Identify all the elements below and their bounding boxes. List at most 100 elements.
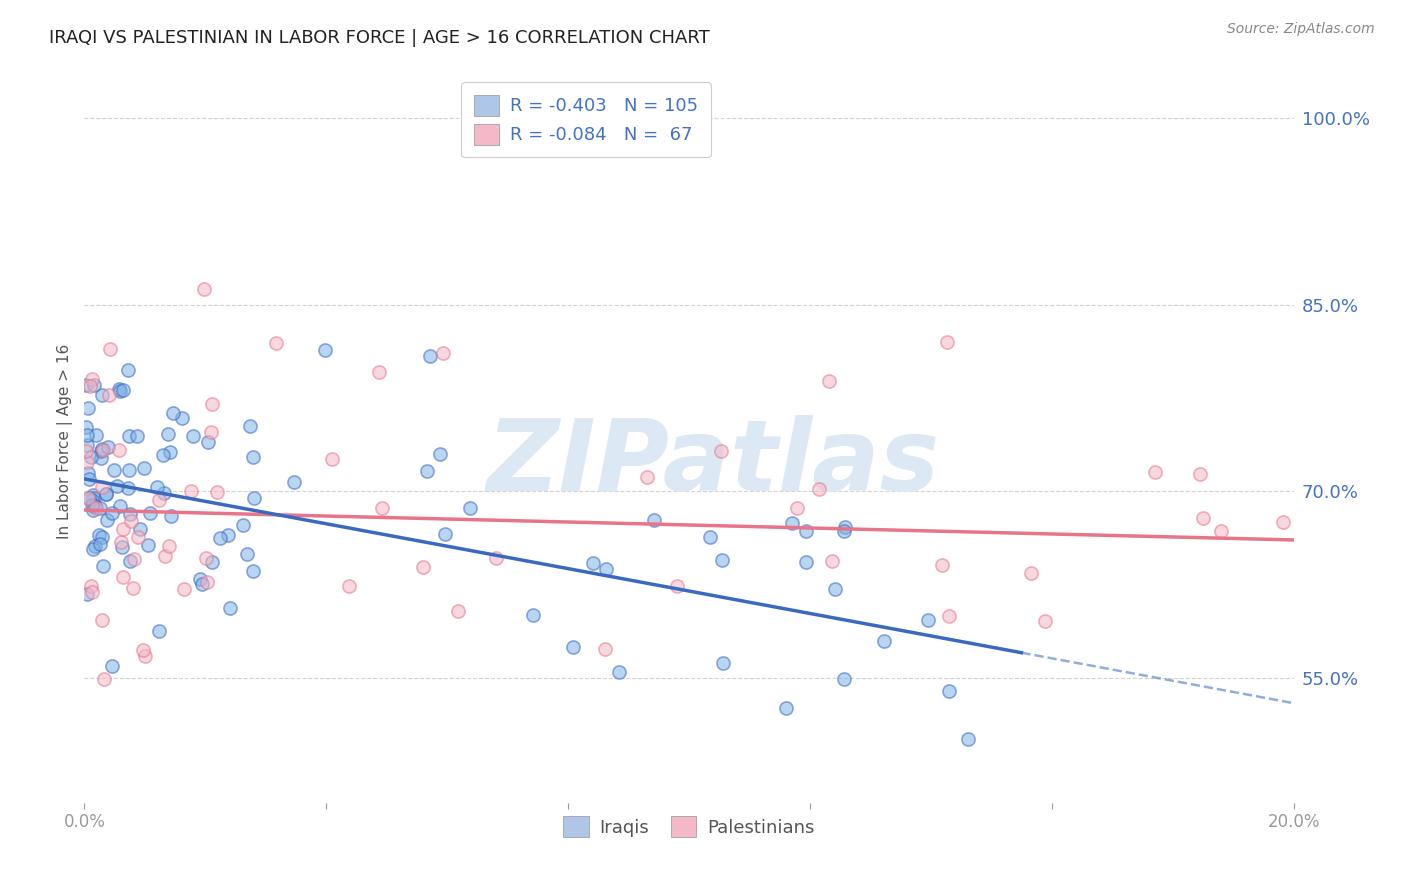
Point [84,428,107,442]
Point [136,538,159,552]
Point [200,425,222,440]
Point [84,499,107,513]
Point [82,488,104,502]
Point [666,579,689,593]
Point [607,665,630,679]
Point [97,440,120,454]
Point [100,659,122,673]
Point [191,577,214,591]
Point [314,343,336,357]
Point [75,419,97,434]
Point [173,582,195,596]
Point [84,539,107,553]
Point [75,378,97,392]
Point [935,334,957,349]
Point [139,506,162,520]
Point [419,349,441,363]
Point [134,649,156,664]
Point [711,656,734,670]
Point [93,559,115,574]
Point [643,513,665,527]
Point [117,363,139,377]
Point [159,509,181,524]
Point [368,365,391,379]
Point [243,491,266,506]
Point [197,434,219,449]
Point [699,530,721,544]
Point [181,429,204,443]
Point [1188,467,1211,482]
Point [1271,516,1294,530]
Point [201,555,224,569]
Point [484,551,506,566]
Point [239,419,262,434]
Point [120,515,142,529]
Point [87,527,110,541]
Point [153,486,176,500]
Point [132,461,155,475]
Point [522,607,544,622]
Point [1310,408,1333,422]
Point [824,582,846,596]
Point [79,450,101,464]
Point [1192,511,1215,525]
Point [76,466,98,480]
Point [110,499,132,513]
Point [101,506,124,520]
Point [77,401,100,415]
Point [79,378,101,392]
Point [96,487,118,501]
Point [931,558,953,572]
Point [132,643,155,657]
Text: Source: ZipAtlas.com: Source: ZipAtlas.com [1227,22,1375,37]
Point [232,517,254,532]
Point [834,519,856,533]
Point [1362,487,1385,501]
Point [75,444,97,458]
Point [155,549,177,563]
Point [111,540,134,554]
Point [83,499,105,513]
Point [127,530,149,544]
Point [832,672,855,686]
Point [148,624,170,639]
Point [956,732,979,747]
Point [458,501,481,516]
Point [90,442,112,457]
Point [786,501,808,516]
Point [429,447,451,461]
Point [129,522,152,536]
Point [236,547,259,561]
Point [77,472,100,486]
Point [207,484,229,499]
Point [162,405,184,419]
Point [562,640,585,654]
Point [817,374,839,388]
Point [118,462,141,476]
Point [1211,524,1233,538]
Point [794,524,817,538]
Point [775,700,797,714]
Point [79,491,101,505]
Point [195,574,218,589]
Point [107,443,129,458]
Point [195,551,218,566]
Point [808,482,831,496]
Point [180,483,202,498]
Y-axis label: In Labor Force | Age > 16: In Labor Force | Age > 16 [58,344,73,539]
Point [337,579,360,593]
Point [370,500,392,515]
Point [145,480,167,494]
Point [117,429,139,443]
Point [76,428,98,442]
Point [412,559,434,574]
Point [152,448,174,462]
Point [76,491,98,506]
Point [90,388,112,402]
Point [108,384,131,398]
Point [710,553,733,567]
Point [111,383,134,397]
Point [157,539,180,553]
Point [581,556,603,570]
Point [91,530,114,544]
